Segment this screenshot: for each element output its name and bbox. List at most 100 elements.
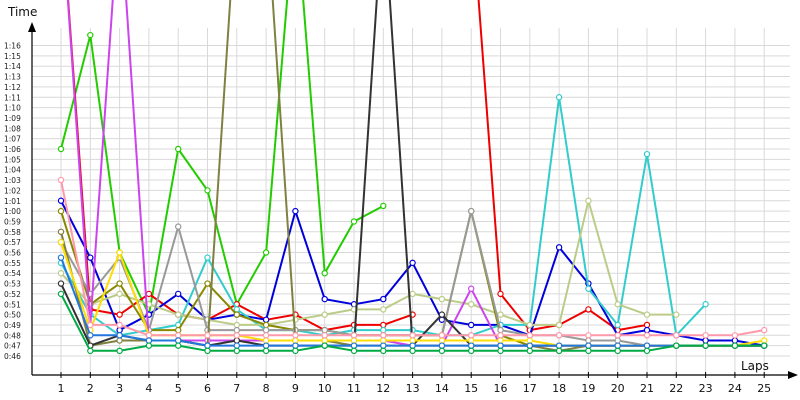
data-point	[350, 332, 358, 339]
data-point	[585, 306, 592, 313]
data-point	[409, 332, 416, 339]
data-point	[468, 321, 475, 329]
data-point	[555, 347, 563, 355]
x-tick-label: 7	[233, 382, 240, 395]
data-point	[380, 306, 387, 313]
data-point	[438, 337, 446, 344]
data-point	[555, 342, 563, 349]
data-point	[87, 321, 94, 329]
x-axis-arrow	[788, 371, 798, 379]
data-point	[321, 342, 328, 349]
data-point	[468, 347, 475, 355]
data-point	[614, 301, 621, 308]
data-point	[321, 332, 328, 339]
data-point	[87, 332, 94, 339]
data-point	[204, 332, 211, 339]
data-point	[116, 280, 123, 287]
data-point	[409, 337, 416, 344]
series-1	[57, 0, 387, 318]
x-tick-label: 16	[494, 382, 508, 395]
data-point	[468, 301, 475, 308]
data-point	[614, 347, 621, 355]
data-point	[526, 347, 534, 355]
data-point	[204, 280, 211, 287]
y-tick-label: 0:55	[4, 259, 21, 268]
data-point	[87, 254, 94, 261]
y-tick-label: 1:15	[4, 52, 21, 61]
data-point	[526, 321, 534, 329]
data-point	[174, 145, 182, 153]
data-point	[585, 342, 592, 349]
y-tick-label: 1:04	[4, 166, 21, 175]
data-point	[614, 332, 621, 339]
data-point	[438, 311, 446, 318]
x-tick-label: 13	[406, 382, 420, 395]
x-tick-label: 11	[347, 382, 361, 395]
data-point	[233, 321, 240, 329]
data-point	[468, 207, 475, 215]
data-point	[585, 347, 592, 355]
data-point	[643, 342, 651, 349]
data-point	[702, 342, 709, 349]
data-point	[585, 332, 592, 339]
y-tick-label: 0:59	[4, 217, 21, 226]
data-point	[116, 290, 123, 298]
data-point	[643, 321, 651, 329]
data-point	[438, 295, 446, 303]
x-tick-label: 21	[640, 382, 654, 395]
data-point	[585, 197, 592, 204]
data-point	[233, 311, 240, 318]
data-point	[555, 332, 563, 339]
y-tick-label: 0:47	[4, 342, 21, 351]
data-point	[204, 254, 211, 261]
data-point	[643, 326, 651, 334]
y-tick-label: 1:09	[4, 114, 21, 123]
data-point	[57, 197, 65, 204]
data-point	[87, 347, 94, 355]
data-point	[555, 321, 563, 329]
x-tick-label: 25	[757, 382, 771, 395]
data-point	[497, 337, 504, 344]
data-point	[116, 337, 123, 344]
data-point	[731, 337, 739, 344]
data-point	[350, 342, 358, 349]
x-tick-label: 8	[263, 382, 270, 395]
data-point	[262, 316, 270, 323]
y-tick-label: 1:06	[4, 145, 21, 154]
y-tick-label: 0:54	[4, 269, 21, 278]
data-point	[350, 347, 358, 355]
y-tick-label: 1:12	[4, 83, 21, 92]
data-point	[262, 332, 270, 339]
data-point	[409, 259, 416, 267]
x-tick-label: 9	[292, 382, 299, 395]
x-tick-label: 1	[58, 382, 65, 395]
data-point	[380, 342, 387, 349]
y-tick-label: 1:11	[4, 93, 21, 102]
data-point	[204, 342, 211, 349]
data-point	[614, 337, 621, 344]
data-point	[350, 337, 358, 344]
data-point	[526, 342, 534, 349]
x-tick-label: 18	[552, 382, 566, 395]
data-point	[204, 347, 211, 355]
data-point	[204, 187, 211, 194]
data-point	[497, 332, 504, 339]
data-point	[233, 332, 240, 339]
data-point	[57, 176, 65, 184]
y-tick-label: 1:16	[4, 42, 21, 51]
data-point	[174, 342, 182, 349]
y-tick-label: 0:50	[4, 311, 21, 320]
y-axis-arrow	[28, 22, 36, 32]
data-point	[409, 347, 416, 355]
data-point	[380, 332, 387, 339]
data-point	[233, 326, 240, 334]
data-point	[643, 311, 651, 318]
y-tick-label: 0:58	[4, 228, 21, 237]
y-axis-title: Time	[7, 5, 37, 19]
x-tick-label: 24	[728, 382, 742, 395]
data-point	[174, 337, 182, 344]
data-point	[262, 321, 270, 329]
data-point	[57, 145, 65, 153]
data-point	[174, 223, 182, 230]
data-point	[468, 332, 475, 339]
